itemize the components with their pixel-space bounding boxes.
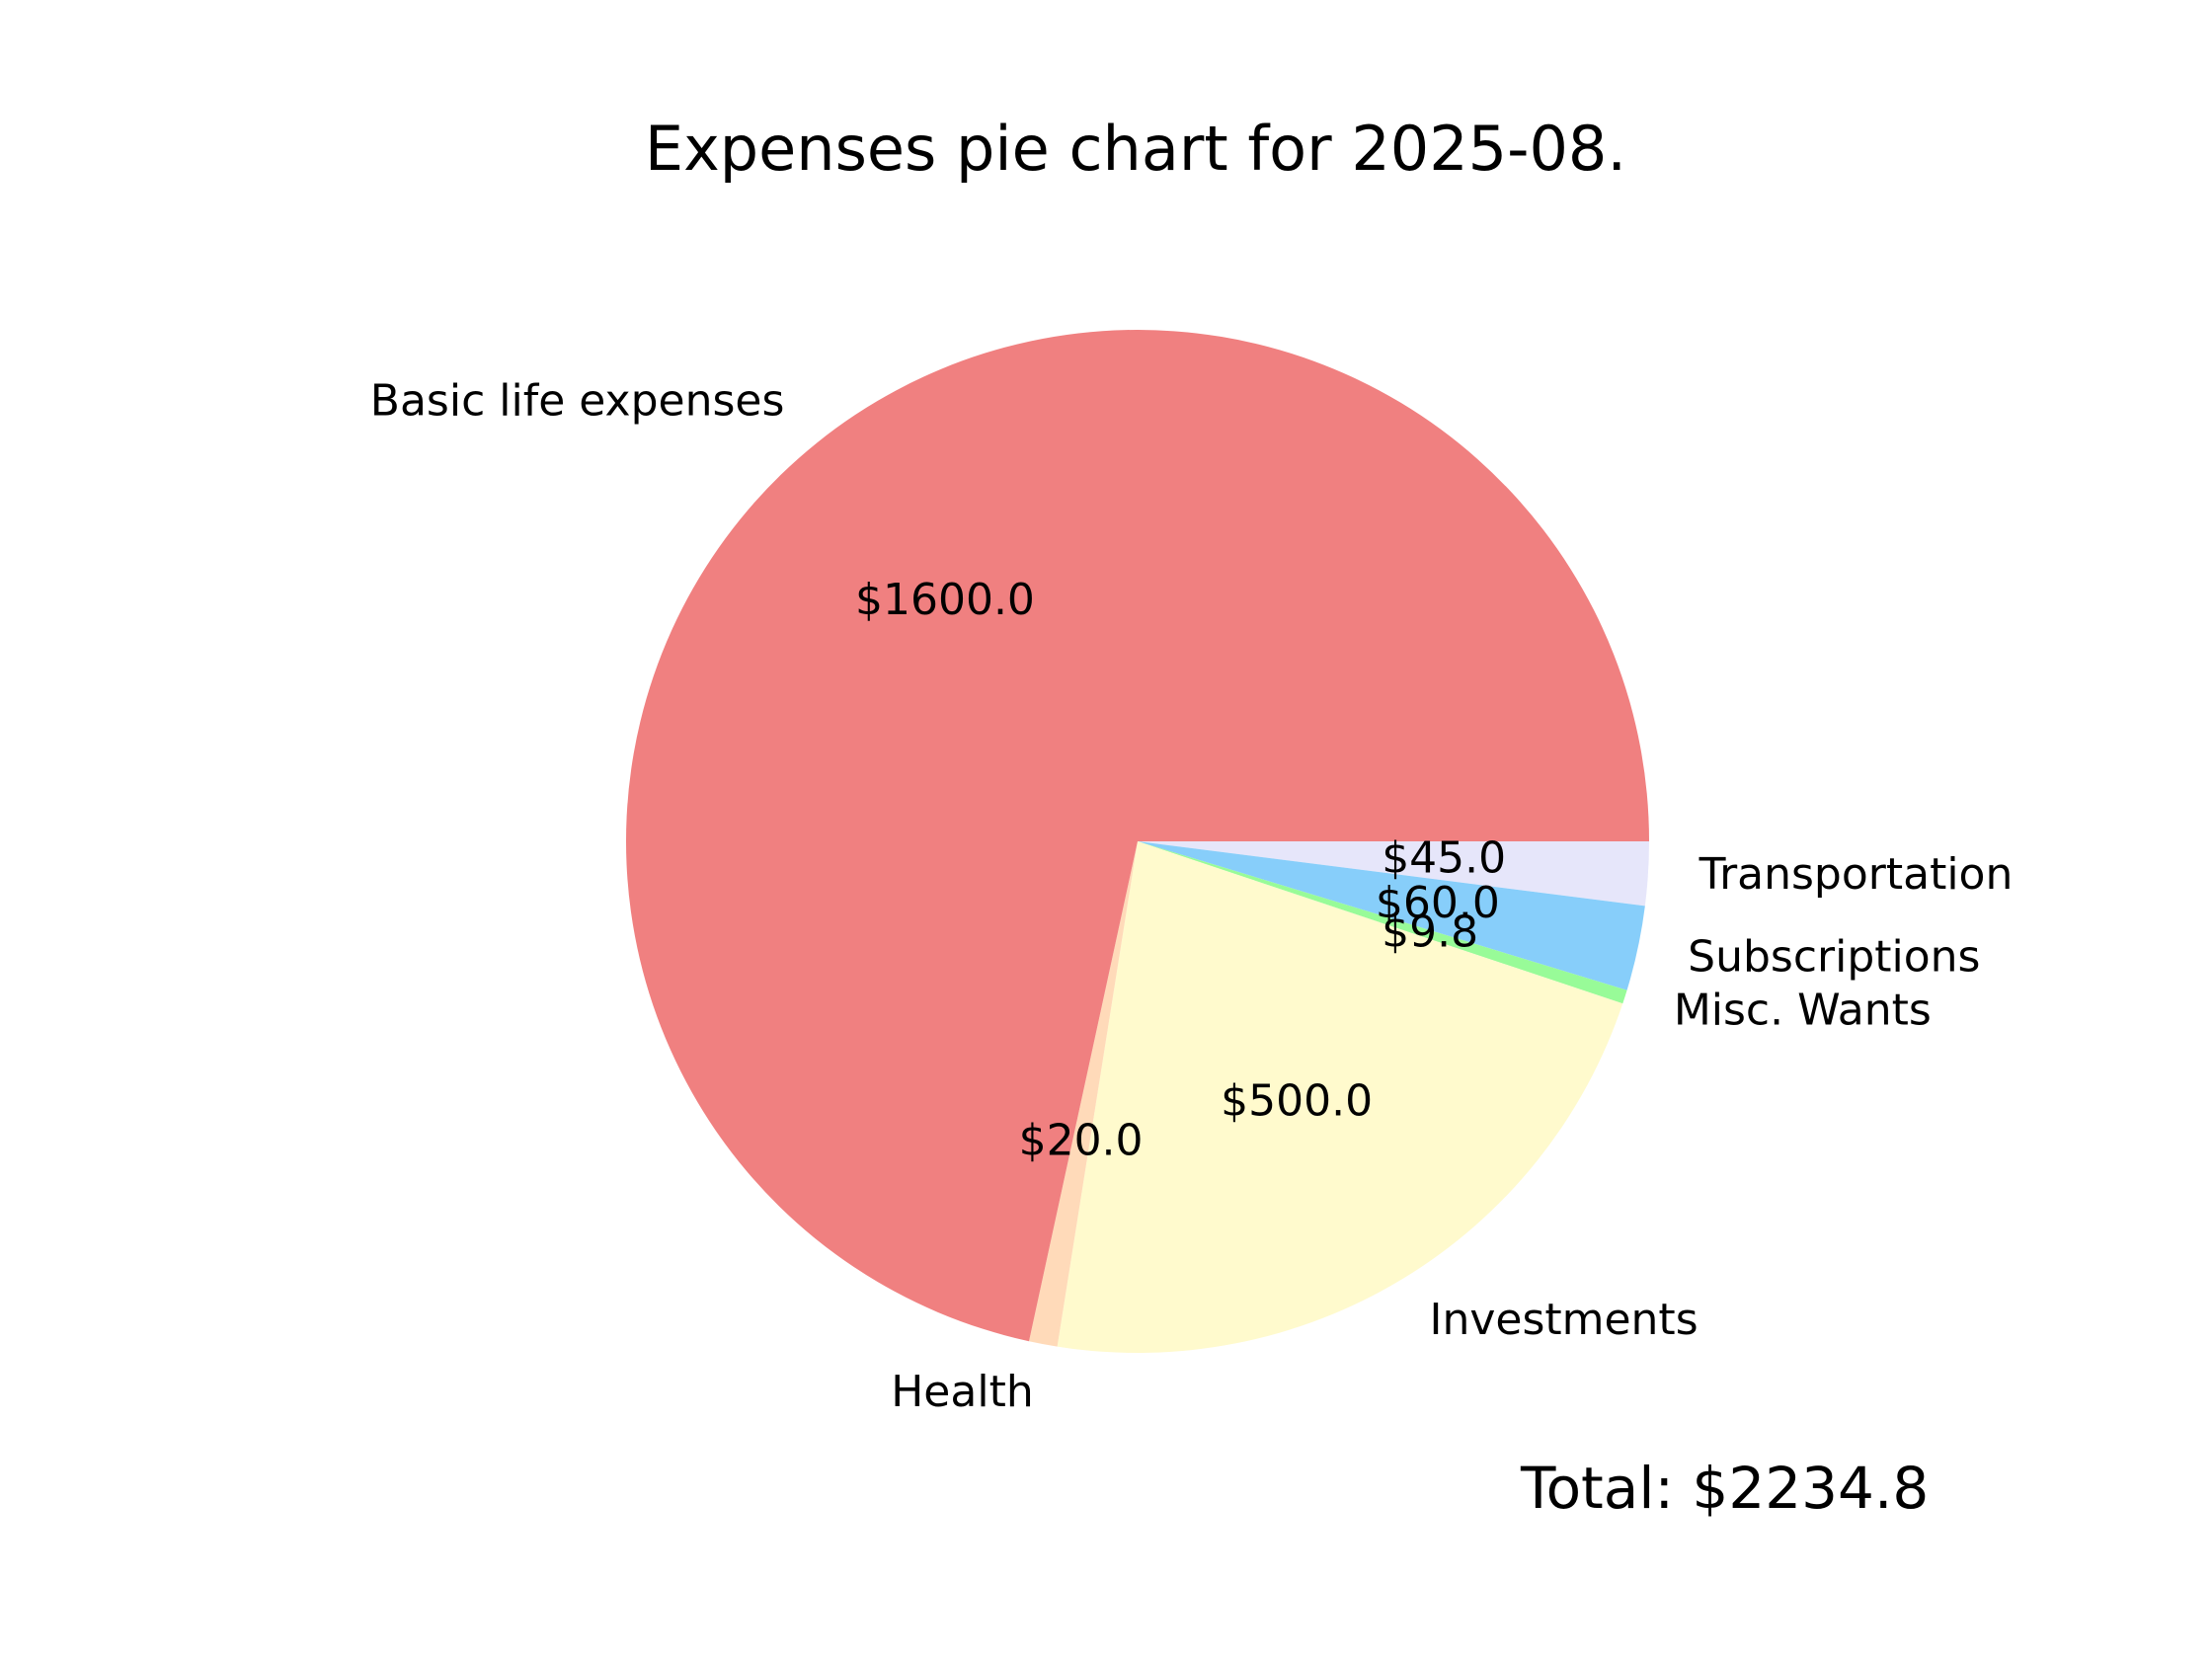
pie-slice-health [1029, 841, 1138, 1347]
value-labels: $45.0$60.0$9.8 $500.0 $20.0 $1600.0 [855, 575, 1506, 1165]
pie-slice-investments [1057, 841, 1623, 1353]
value-label-health: $20.0 [1019, 1115, 1144, 1165]
pie-slice-subscriptions [1138, 841, 1645, 990]
value-label-subscriptions: $60.0 [1376, 878, 1500, 928]
category-label-health: Health [891, 1367, 1033, 1417]
category-label-basic-life-expenses: Basic life expenses [370, 375, 785, 426]
category-label-subscriptions: Subscriptions [1688, 931, 1980, 982]
category-label-misc-wants: Misc. Wants [1674, 985, 1932, 1035]
value-label-investments: $500.0 [1221, 1076, 1373, 1127]
pie-slice-basic-life-expenses [625, 330, 1649, 1342]
category-label-transportation: Transportation [1698, 849, 2014, 900]
value-label-transportation: $45.0 [1382, 833, 1506, 884]
category-label-investments: Investments [1429, 1295, 1698, 1345]
value-label-misc-wants: $9.8 [1382, 908, 1478, 958]
chart-title: Expenses pie chart for 2025-08. [645, 113, 1626, 185]
total-label: Total: $2234.8 [1520, 1455, 1929, 1522]
pie-slices [625, 330, 1649, 1353]
pie-slice-misc-wants [1138, 841, 1627, 1004]
value-label-basic-life-expenses: $1600.0 [855, 575, 1035, 625]
pie-slice-transportation [1138, 841, 1649, 907]
